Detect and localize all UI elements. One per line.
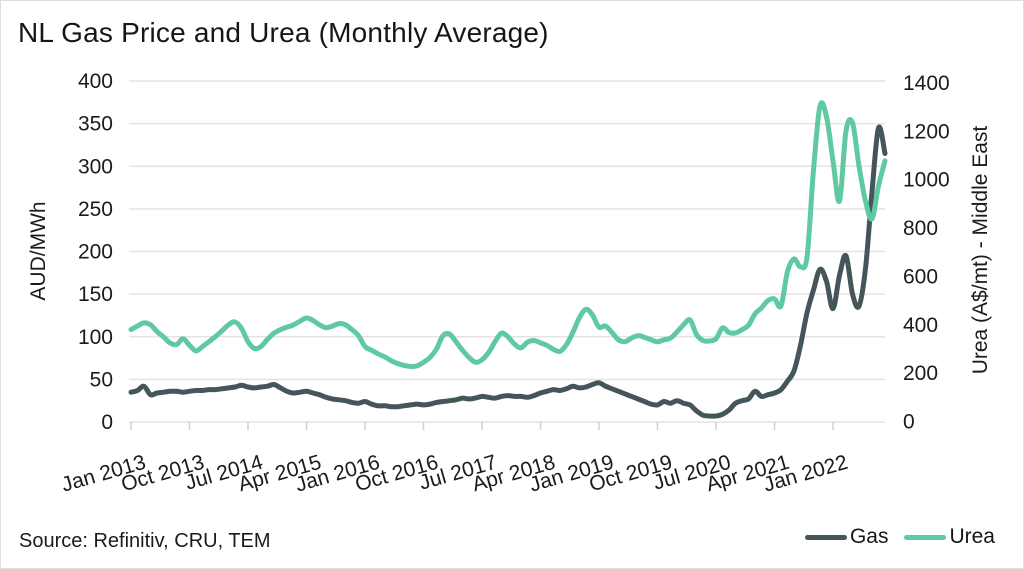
left-axis-tick-label: 50 xyxy=(90,368,113,391)
right-axis-tick-label: 200 xyxy=(903,362,938,385)
right-axis-tick-label: 800 xyxy=(903,217,938,240)
gas-line-swatch xyxy=(804,534,847,540)
right-axis-tick-label: 600 xyxy=(903,265,938,288)
left-axis-tick-label: 100 xyxy=(78,326,113,349)
right-axis-tick-label: 1400 xyxy=(903,72,950,95)
urea-line-swatch xyxy=(904,534,947,540)
right-axis-title: Urea (A$/mt) - Middle East xyxy=(969,126,992,375)
axis-ticks xyxy=(130,422,834,430)
left-axis-tick-label: 200 xyxy=(78,241,113,264)
legend-label-gas: Gas xyxy=(849,525,889,548)
gridlines xyxy=(129,80,885,423)
left-axis-tick-label: 300 xyxy=(78,155,113,178)
right-axis-tick-label: 400 xyxy=(903,314,938,337)
axis-labels: 0 50 100 150 200 250 300 350 400 0 200 400 600 800 100… xyxy=(59,70,950,497)
left-axis-tick-label: 250 xyxy=(78,198,113,221)
left-axis-tick-label: 150 xyxy=(78,283,113,306)
right-axis-tick-label: 0 xyxy=(903,411,915,434)
left-axis-title: AUD/MWh xyxy=(27,201,50,300)
legend-label-urea: Urea xyxy=(949,525,995,548)
legend-item-urea: Urea xyxy=(904,525,995,549)
chart-title: NL Gas Price and Urea (Monthly Average) xyxy=(18,17,549,48)
data-series xyxy=(128,100,888,419)
chart-legend: Gas Urea xyxy=(789,525,995,549)
right-axis-tick-label: 1000 xyxy=(903,169,950,192)
gas-line xyxy=(128,124,888,419)
urea-line xyxy=(128,100,888,369)
right-axis-tick-label: 1200 xyxy=(903,120,950,143)
source-note: Source: Refinitiv, CRU, TEM xyxy=(19,530,271,552)
left-axis-tick-label: 0 xyxy=(101,411,113,434)
legend-item-gas: Gas xyxy=(804,525,889,549)
left-axis-tick-label: 350 xyxy=(78,113,113,136)
left-axis-tick-label: 400 xyxy=(78,70,113,93)
